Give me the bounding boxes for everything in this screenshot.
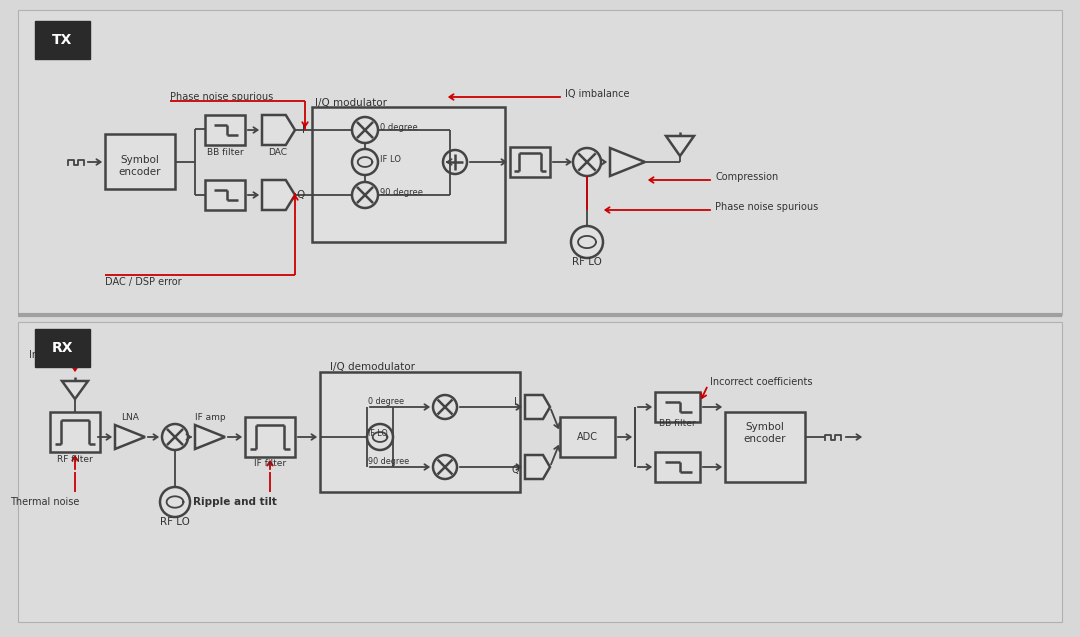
Polygon shape — [525, 455, 550, 479]
Text: RF LO: RF LO — [572, 257, 602, 267]
Text: Compression: Compression — [715, 172, 779, 182]
FancyBboxPatch shape — [105, 134, 175, 189]
Polygon shape — [62, 381, 87, 399]
FancyBboxPatch shape — [18, 10, 1062, 315]
Text: Phase noise spurious: Phase noise spurious — [170, 92, 273, 102]
Text: BB filter: BB filter — [659, 420, 696, 429]
Text: 0 degree: 0 degree — [368, 397, 404, 406]
Text: I/Q demodulator: I/Q demodulator — [330, 362, 415, 372]
Polygon shape — [114, 425, 145, 449]
Circle shape — [160, 487, 190, 517]
Text: LNA: LNA — [121, 413, 139, 422]
Text: TX: TX — [52, 33, 72, 47]
Text: ADC: ADC — [577, 432, 598, 442]
FancyBboxPatch shape — [205, 180, 245, 210]
Circle shape — [433, 455, 457, 479]
FancyBboxPatch shape — [654, 452, 700, 482]
Text: Q: Q — [511, 465, 518, 475]
FancyBboxPatch shape — [35, 329, 90, 367]
Circle shape — [352, 149, 378, 175]
Text: I: I — [514, 397, 516, 407]
Polygon shape — [262, 115, 295, 145]
FancyBboxPatch shape — [50, 412, 100, 452]
Text: encoder: encoder — [119, 167, 161, 177]
Text: encoder: encoder — [744, 434, 786, 444]
Text: Thermal noise: Thermal noise — [11, 497, 80, 507]
Text: Ripple and tilt: Ripple and tilt — [193, 497, 276, 507]
Text: Symbol: Symbol — [745, 422, 784, 432]
FancyBboxPatch shape — [320, 372, 519, 492]
Polygon shape — [195, 425, 225, 449]
Text: DAC / DSP error: DAC / DSP error — [105, 277, 181, 287]
Text: DAC: DAC — [269, 148, 287, 157]
Text: Phase noise spurious: Phase noise spurious — [715, 202, 819, 212]
FancyBboxPatch shape — [654, 392, 700, 422]
Text: BB filter: BB filter — [206, 148, 243, 157]
Text: 90 degree: 90 degree — [368, 457, 409, 466]
FancyBboxPatch shape — [510, 147, 550, 177]
Circle shape — [573, 148, 600, 176]
Circle shape — [571, 226, 603, 258]
Text: IQ imbalance: IQ imbalance — [565, 89, 630, 99]
FancyBboxPatch shape — [18, 322, 1062, 622]
Text: RX: RX — [52, 341, 73, 355]
FancyBboxPatch shape — [312, 107, 505, 242]
Text: IF filter: IF filter — [254, 459, 286, 468]
Text: IF LO: IF LO — [368, 429, 388, 438]
FancyBboxPatch shape — [561, 417, 615, 457]
Text: I: I — [302, 125, 305, 135]
FancyBboxPatch shape — [245, 417, 295, 457]
Text: RF LO: RF LO — [160, 517, 190, 527]
Circle shape — [443, 150, 467, 174]
Polygon shape — [525, 395, 550, 419]
Polygon shape — [666, 136, 694, 156]
FancyBboxPatch shape — [725, 412, 805, 482]
Text: IF amp: IF amp — [194, 413, 226, 422]
FancyBboxPatch shape — [205, 115, 245, 145]
Text: Q: Q — [297, 190, 305, 200]
Polygon shape — [610, 148, 645, 176]
FancyBboxPatch shape — [35, 21, 90, 59]
Circle shape — [433, 395, 457, 419]
Text: 0 degree: 0 degree — [380, 122, 418, 131]
Circle shape — [162, 424, 188, 450]
Text: I/Q modulator: I/Q modulator — [315, 98, 387, 108]
Circle shape — [367, 424, 393, 450]
Circle shape — [352, 182, 378, 208]
Text: Symbol: Symbol — [121, 155, 160, 165]
Polygon shape — [262, 180, 295, 210]
Text: Interferers: Interferers — [29, 350, 81, 360]
Text: 90 degree: 90 degree — [380, 187, 423, 196]
Text: RF filter: RF filter — [57, 455, 93, 464]
Text: Incorrect coefficients: Incorrect coefficients — [710, 377, 812, 387]
Circle shape — [352, 117, 378, 143]
Text: IF LO: IF LO — [380, 155, 401, 164]
